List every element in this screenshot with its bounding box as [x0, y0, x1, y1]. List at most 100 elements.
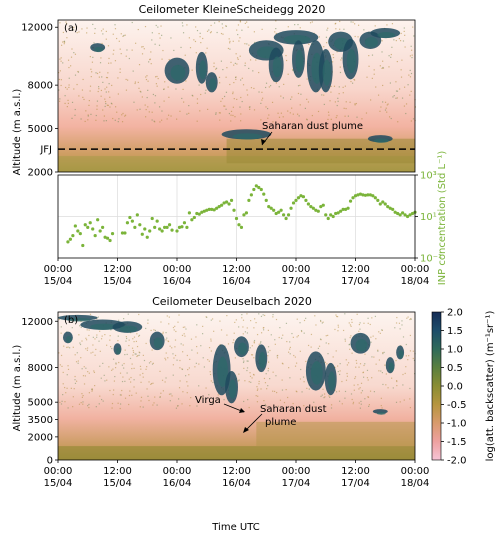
panel-a-noise-pixel [60, 60, 62, 62]
colorbar: -2.0-1.5-1.0-0.50.00.51.01.52.0 [431, 308, 467, 467]
panel-a-noise-pixel [146, 75, 148, 77]
panel-b-noise-pixel [412, 350, 414, 352]
panel-a-noise-pixel [102, 81, 104, 83]
panel-b-noise-pixel [307, 344, 310, 347]
inp-data-point [289, 206, 293, 210]
panel-a-noise-pixel [337, 100, 339, 102]
panel-a-noise-pixel [225, 91, 228, 93]
panel-a-noise-pixel [252, 70, 254, 72]
panel-a-y-tick-label: 5000 [28, 124, 53, 135]
panel-b-noise-pixel [232, 342, 234, 344]
panel-a-noise-pixel [269, 85, 272, 87]
colorbar-tick-label: -0.5 [447, 400, 467, 411]
panel-b-cloud-core [258, 351, 266, 369]
panel-b-noise-pixel [252, 373, 255, 376]
panel-b-noise-pixel [172, 326, 175, 329]
panel-a-noise-pixel [233, 64, 235, 66]
panel-b-noise-pixel [360, 382, 363, 384]
inp-data-point [130, 219, 134, 223]
panel-a-noise-pixel [117, 77, 119, 79]
panel-a-noise-pixel [98, 86, 100, 88]
panel-a-noise-pixel [382, 66, 384, 69]
panel-b-cloud-core [376, 412, 386, 415]
panel-a-noise-pixel [408, 74, 410, 76]
panel-b-noise-pixel [234, 357, 237, 359]
panel-b-noise-pixel [405, 355, 407, 357]
panel-a-noise-pixel [71, 117, 73, 119]
panel-a-noise-pixel [253, 87, 255, 90]
panel-b-noise-pixel [122, 376, 124, 378]
panel-a-noise-pixel [395, 40, 397, 42]
panel-a-noise-pixel [170, 37, 172, 39]
inp-data-point [237, 223, 241, 227]
panel-b-noise-pixel [181, 368, 183, 370]
panel-b-noise-pixel [178, 387, 181, 389]
panel-b-noise-pixel [337, 324, 339, 326]
panel-a-noise-pixel [73, 26, 75, 28]
panel-b-label: (b) [64, 315, 78, 326]
panel-a-noise-pixel [239, 20, 241, 22]
panel-b-noise-pixel [396, 385, 398, 387]
panel-a-noise-pixel [228, 38, 230, 40]
panel-b-noise-pixel [174, 339, 177, 341]
panel-a-noise-pixel [227, 47, 230, 50]
panel-b-noise-pixel [370, 341, 372, 343]
panel-a-noise-pixel [349, 101, 351, 103]
panel-a-noise-pixel [271, 101, 274, 103]
panel-a-noise-pixel [395, 97, 397, 99]
inp-data-point [207, 207, 211, 211]
panel-a-noise-pixel [412, 118, 415, 120]
panel-a-noise-pixel [196, 102, 199, 104]
panel-a-noise-pixel [196, 98, 199, 100]
panel-b-noise-pixel [86, 329, 88, 331]
inp-data-point [272, 208, 276, 212]
panel-b-noise-pixel [226, 334, 228, 336]
inp-x-tick-label-date: 17/04 [282, 276, 311, 287]
panel-b-noise-pixel [102, 362, 104, 364]
panel-a-noise-pixel [403, 105, 406, 107]
panel-a-noise-pixel [336, 51, 338, 53]
panel-b-noise-pixel [61, 365, 63, 367]
inp-x-tick-label-date: 15/04 [103, 276, 132, 287]
panel-b-noise-pixel [151, 363, 154, 365]
panel-b-noise-pixel [272, 313, 274, 316]
panel-a-noise-pixel [86, 27, 88, 29]
panel-b-noise-pixel [175, 330, 177, 333]
panel-b-noise-pixel [360, 403, 362, 405]
panel-b-noise-pixel [201, 333, 204, 335]
panel-b-noise-pixel [140, 400, 142, 402]
panel-b-noise-pixel [82, 401, 84, 403]
inp-data-point [210, 207, 214, 211]
panel-a-noise-pixel [280, 95, 282, 97]
panel-b-title: Ceilometer Deuselbach 2020 [152, 295, 312, 308]
inp-data-point [145, 235, 149, 239]
panel-b-noise-pixel [132, 351, 135, 354]
panel-b-noise-pixel [121, 380, 124, 383]
panel-b-noise-pixel [121, 389, 123, 392]
panel-a-noise-pixel [122, 35, 124, 37]
inp-x-ticks: 00:0015/0412:0015/0400:0016/0412:0016/04… [44, 258, 429, 287]
panel-a-noise-pixel [118, 118, 120, 120]
panel-b-noise-pixel [88, 329, 90, 331]
panel-b-noise-pixel [179, 367, 181, 369]
panel-a-noise-pixel [384, 101, 387, 103]
panel-b-noise-pixel [100, 338, 103, 340]
panel-a-noise-pixel [114, 106, 117, 108]
panel-b-noise-pixel [250, 381, 252, 383]
panel-b-noise-pixel [62, 393, 64, 396]
panel-a-noise-pixel [106, 86, 108, 88]
inp-data-point [373, 196, 377, 200]
panel-b-noise-pixel [367, 317, 369, 319]
panel-a-noise-pixel [354, 35, 356, 38]
panel-a-cloud-core [377, 31, 396, 39]
colorbar-tick-label: 1.0 [447, 345, 463, 356]
panel-a-noise-pixel [151, 39, 153, 41]
panel-a-noise-pixel [395, 90, 398, 92]
panel-a-noise-pixel [157, 26, 159, 28]
panel-a-noise-pixel [104, 105, 106, 108]
panel-a-noise-pixel [64, 102, 66, 105]
panel-a-noise-pixel [411, 56, 413, 59]
panel-b-noise-pixel [178, 314, 180, 316]
panel-b-noise-pixel [267, 351, 269, 353]
panel-b-noise-pixel [238, 379, 240, 381]
